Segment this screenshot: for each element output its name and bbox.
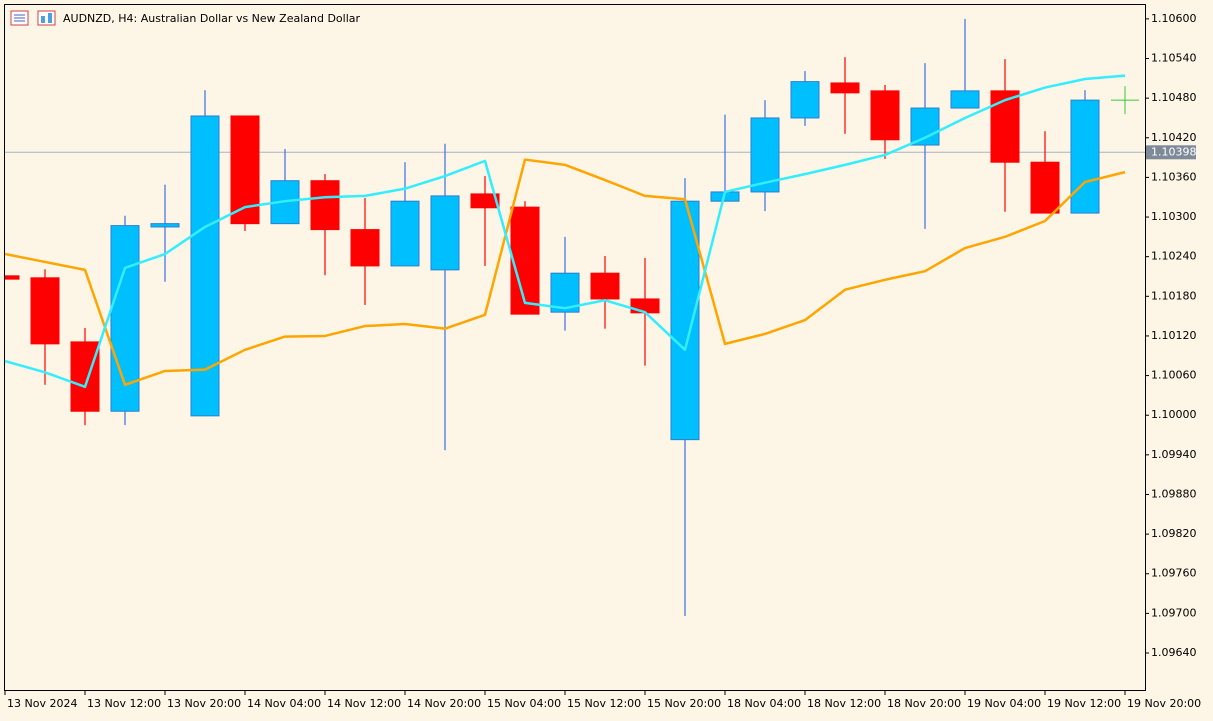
candle-body	[470, 193, 500, 209]
y-tick-label: 1.10600	[1151, 12, 1197, 25]
candle-body	[70, 341, 100, 412]
icon	[48, 13, 52, 23]
x-tick-label: 13 Nov 12:00	[87, 697, 161, 710]
y-tick-label: 1.10420	[1151, 131, 1197, 144]
y-tick-label: 1.10240	[1151, 250, 1197, 263]
plot-area	[5, 18, 1145, 617]
icon	[41, 16, 45, 23]
x-tick-label: 15 Nov 04:00	[487, 697, 561, 710]
y-tick-label: 1.09640	[1151, 646, 1197, 659]
y-tick-label: 1.10060	[1151, 369, 1197, 382]
plot-frame	[4, 4, 1146, 691]
candle-body	[830, 82, 860, 94]
x-tick-label: 13 Nov 2024	[7, 697, 77, 710]
y-tick-label: 1.10360	[1151, 170, 1197, 183]
toolbar-icons	[10, 10, 56, 26]
candle-body	[1030, 161, 1060, 214]
x-tick-label: 19 Nov 04:00	[967, 697, 1041, 710]
candle-body	[870, 90, 900, 141]
y-tick-label: 1.10480	[1151, 91, 1197, 104]
x-tick-label: 19 Nov 12:00	[1047, 697, 1121, 710]
y-tick-label: 1.10540	[1151, 52, 1197, 65]
x-tick-label: 15 Nov 20:00	[647, 697, 721, 710]
y-tick-label: 1.09820	[1151, 527, 1197, 540]
candle-body	[150, 223, 180, 228]
y-tick-label: 1.09880	[1151, 487, 1197, 500]
candle-body	[390, 200, 420, 267]
x-tick-label: 14 Nov 12:00	[327, 697, 401, 710]
y-tick-label: 1.10180	[1151, 289, 1197, 302]
x-tick-label: 18 Nov 12:00	[807, 697, 881, 710]
y-tick-label: 1.10000	[1151, 408, 1197, 421]
candle-body	[5, 275, 20, 280]
indicator-line	[5, 74, 1126, 389]
y-tick-label: 1.09760	[1151, 567, 1197, 580]
candle-body	[950, 90, 980, 109]
candle-body	[590, 272, 620, 300]
icon	[37, 10, 56, 26]
candle-body	[30, 277, 60, 345]
candle-body	[630, 298, 660, 314]
x-tick-label: 18 Nov 04:00	[727, 697, 801, 710]
candle-body	[1070, 99, 1100, 214]
candle-body	[230, 115, 260, 225]
price-label: 1.10398	[1151, 145, 1197, 158]
candle-body	[790, 81, 820, 119]
candle-body	[510, 206, 540, 315]
candle-body	[910, 107, 940, 146]
price-label-bg	[1146, 145, 1196, 160]
x-tick-label: 15 Nov 12:00	[567, 697, 641, 710]
x-tick-label: 13 Nov 20:00	[167, 697, 241, 710]
x-tick-label: 18 Nov 20:00	[887, 697, 961, 710]
chart-title: AUDNZD, H4: Australian Dollar vs New Zea…	[63, 12, 361, 25]
y-tick-label: 1.10120	[1151, 329, 1197, 342]
candle-body	[670, 200, 700, 441]
indicator-line	[5, 158, 1126, 387]
candle-body	[990, 90, 1020, 163]
x-tick-label: 14 Nov 20:00	[407, 697, 481, 710]
y-tick-label: 1.10300	[1151, 210, 1197, 223]
candle-body	[310, 180, 340, 231]
y-tick-label: 1.09700	[1151, 606, 1197, 619]
candle-body	[350, 229, 380, 267]
x-tick-label: 14 Nov 04:00	[247, 697, 321, 710]
x-tick-label: 19 Nov 20:00	[1127, 697, 1201, 710]
candle-body	[430, 195, 460, 271]
y-tick-label: 1.09940	[1151, 448, 1197, 461]
